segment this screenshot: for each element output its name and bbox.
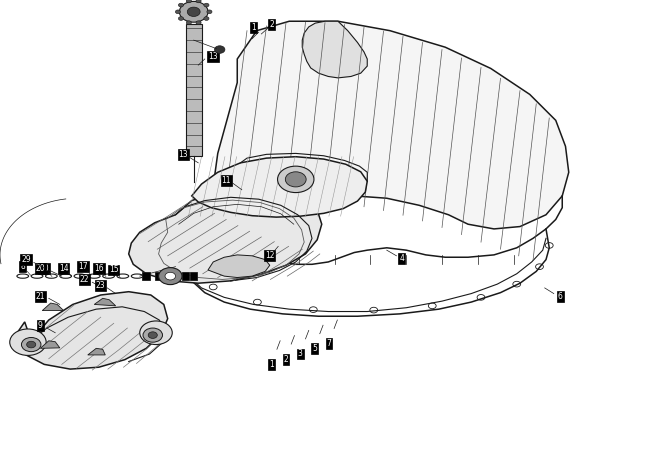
Text: 20: 20 (36, 263, 45, 273)
Text: 21: 21 (36, 292, 45, 301)
Circle shape (214, 46, 225, 53)
Polygon shape (129, 189, 322, 283)
Text: 8: 8 (20, 262, 25, 271)
Circle shape (176, 10, 181, 14)
Circle shape (204, 17, 209, 20)
Polygon shape (302, 21, 367, 78)
Circle shape (159, 268, 182, 285)
Text: 11: 11 (222, 176, 231, 185)
Polygon shape (88, 348, 105, 355)
FancyBboxPatch shape (182, 272, 188, 280)
Text: 2: 2 (269, 20, 274, 29)
FancyBboxPatch shape (155, 272, 163, 280)
Text: 4: 4 (399, 254, 404, 263)
Circle shape (10, 329, 46, 355)
Text: 3: 3 (298, 349, 303, 359)
Circle shape (187, 21, 191, 25)
Circle shape (21, 337, 41, 352)
Text: 6: 6 (558, 292, 563, 301)
Circle shape (178, 17, 183, 20)
Circle shape (143, 328, 162, 342)
Text: 2: 2 (283, 354, 289, 364)
Circle shape (178, 3, 183, 7)
Text: 22: 22 (80, 275, 89, 284)
Circle shape (165, 272, 176, 280)
Polygon shape (192, 157, 367, 217)
Text: 23: 23 (96, 281, 105, 290)
Circle shape (187, 7, 200, 17)
Polygon shape (40, 341, 60, 348)
Polygon shape (186, 24, 202, 156)
Text: 13: 13 (209, 52, 218, 61)
Circle shape (285, 172, 306, 187)
Polygon shape (214, 21, 569, 229)
Circle shape (148, 332, 157, 338)
Circle shape (140, 321, 172, 345)
Polygon shape (94, 298, 116, 306)
Polygon shape (42, 303, 64, 311)
FancyBboxPatch shape (190, 272, 197, 280)
Text: 15: 15 (109, 265, 118, 275)
Circle shape (187, 0, 191, 3)
Polygon shape (18, 292, 168, 369)
FancyBboxPatch shape (142, 272, 150, 280)
Text: 16: 16 (94, 263, 103, 273)
Polygon shape (208, 255, 270, 278)
Text: 1: 1 (269, 360, 274, 369)
Text: 13: 13 (179, 150, 188, 160)
Text: 1: 1 (251, 23, 256, 32)
Text: 17: 17 (79, 262, 88, 271)
Text: 10: 10 (40, 263, 49, 273)
Text: 7: 7 (326, 339, 332, 348)
Text: 5: 5 (312, 344, 317, 354)
Circle shape (196, 21, 201, 25)
Circle shape (27, 341, 36, 348)
Text: 9: 9 (38, 321, 43, 330)
Circle shape (207, 10, 212, 14)
Circle shape (179, 1, 208, 22)
Text: 12: 12 (265, 251, 274, 261)
Circle shape (204, 3, 209, 7)
Circle shape (196, 0, 201, 3)
Text: 29: 29 (21, 255, 31, 264)
Text: 14: 14 (59, 263, 68, 273)
Circle shape (278, 166, 314, 193)
